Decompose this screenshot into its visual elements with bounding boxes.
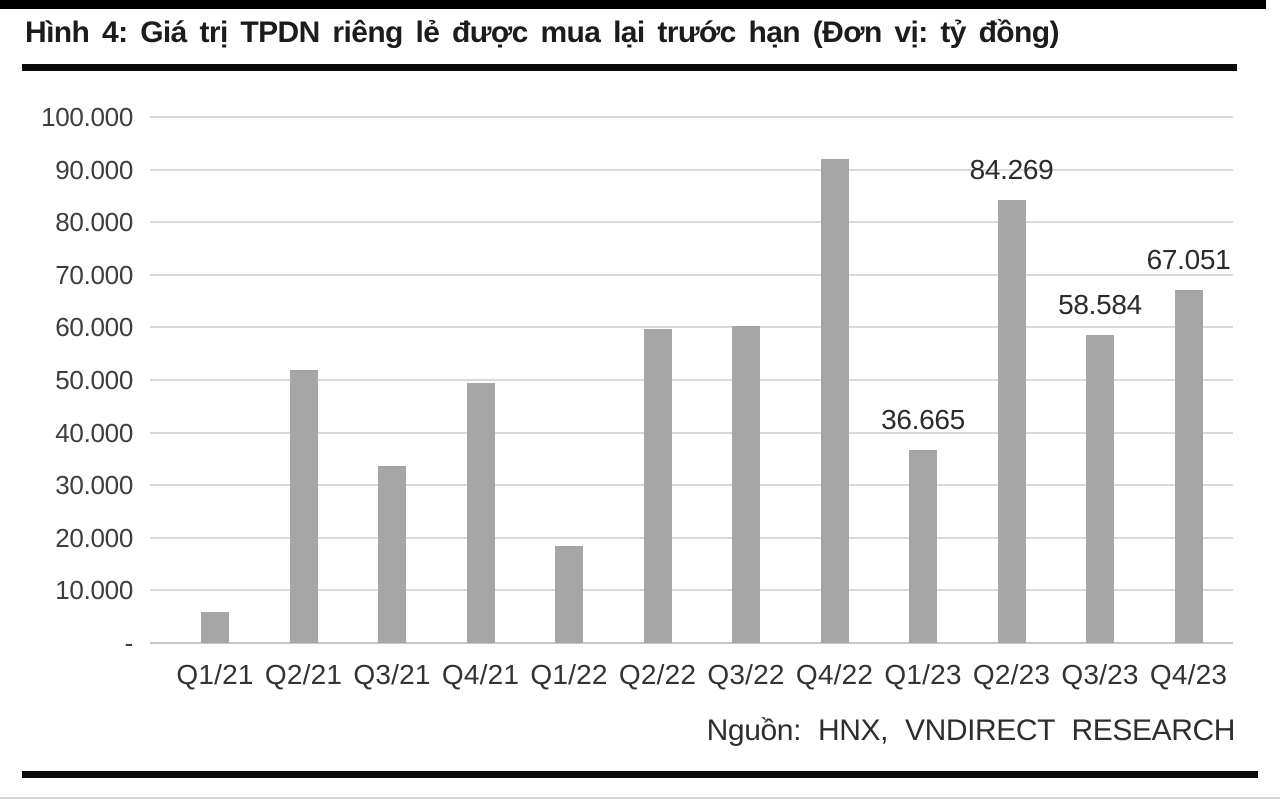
x-tick-label: Q1/21	[176, 659, 254, 690]
y-tick-label: -	[124, 628, 134, 658]
x-tick-label: Q2/22	[618, 659, 697, 690]
bar-q1-21	[201, 611, 229, 643]
gridline	[150, 484, 1233, 487]
source-caption: Nguồn: HNX, VNDIRECT RESEARCH	[706, 714, 1236, 747]
y-tick-label: 50.000	[55, 365, 133, 395]
bar-q2-21	[289, 370, 318, 643]
x-tick-label: Q3/21	[353, 659, 431, 690]
x-axis: Q1/21 Q2/21 Q3/21 Q4/21 Q1/22 Q2/22 Q3/22 Q4/22…	[150, 659, 1233, 697]
bar-q4-21	[466, 382, 495, 643]
x-tick-label: Q3/22	[707, 659, 785, 690]
bar-value-label: 67.051	[1146, 244, 1231, 276]
gridline	[150, 536, 1233, 539]
y-tick-label: 10.000	[55, 575, 133, 606]
figure-title: Hình 4: Giá trị TPDN riêng lẻ được mua l…	[25, 16, 1059, 49]
y-tick-label: 30.000	[55, 470, 133, 501]
bottom-border-bar	[22, 771, 1258, 778]
bar-q1-23	[909, 450, 937, 643]
bar-value-label: 84.269	[969, 153, 1054, 185]
bar-value-label: 58.584	[1058, 288, 1142, 320]
gridline	[150, 116, 1233, 118]
bar-q3-21	[378, 465, 406, 643]
gridline	[150, 589, 1233, 592]
top-border-bar	[0, 0, 1266, 9]
x-tick-label: Q4/23	[1149, 659, 1228, 690]
gridline	[150, 273, 1233, 276]
title-divider	[22, 64, 1237, 71]
y-tick-label: 20.000	[55, 522, 133, 553]
x-tick-label: Q2/21	[264, 659, 343, 690]
y-axis: 100.000 90.000 80.000 70.000 60.000 50.000 40.…	[0, 102, 134, 677]
gridline	[150, 168, 1233, 171]
x-axis-baseline	[150, 642, 1233, 644]
y-tick-label: 60.000	[55, 312, 133, 343]
bar-q4-23	[1174, 290, 1203, 643]
x-tick-label: Q1/23	[884, 659, 962, 690]
y-tick-label: 70.000	[55, 259, 133, 290]
y-tick-label: 80.000	[55, 207, 133, 238]
bar-q3-22	[732, 326, 760, 643]
x-tick-label: Q4/22	[795, 659, 874, 690]
y-tick-label: 40.000	[55, 417, 133, 448]
x-tick-label: Q4/21	[441, 659, 520, 690]
y-tick-label: 100.000	[41, 102, 133, 132]
bar-q3-23	[1086, 334, 1114, 643]
y-tick-label: 90.000	[55, 154, 133, 185]
bar-q2-22	[643, 328, 672, 643]
bar-q2-23	[997, 199, 1026, 643]
gridline	[150, 379, 1233, 381]
gridline	[150, 431, 1233, 434]
page-bottom-edge	[0, 797, 1280, 799]
chart-plot-area: 36.665 84.269 58.584 67.051	[150, 116, 1233, 644]
bar-q1-22	[555, 546, 583, 643]
bar-q4-22	[820, 159, 849, 643]
x-tick-label: Q1/22	[530, 659, 608, 690]
gridline	[150, 221, 1233, 224]
bar-value-label: 36.665	[881, 404, 965, 436]
x-tick-label: Q3/23	[1061, 659, 1139, 690]
gridline	[150, 326, 1233, 329]
x-tick-label: Q2/23	[972, 659, 1051, 690]
